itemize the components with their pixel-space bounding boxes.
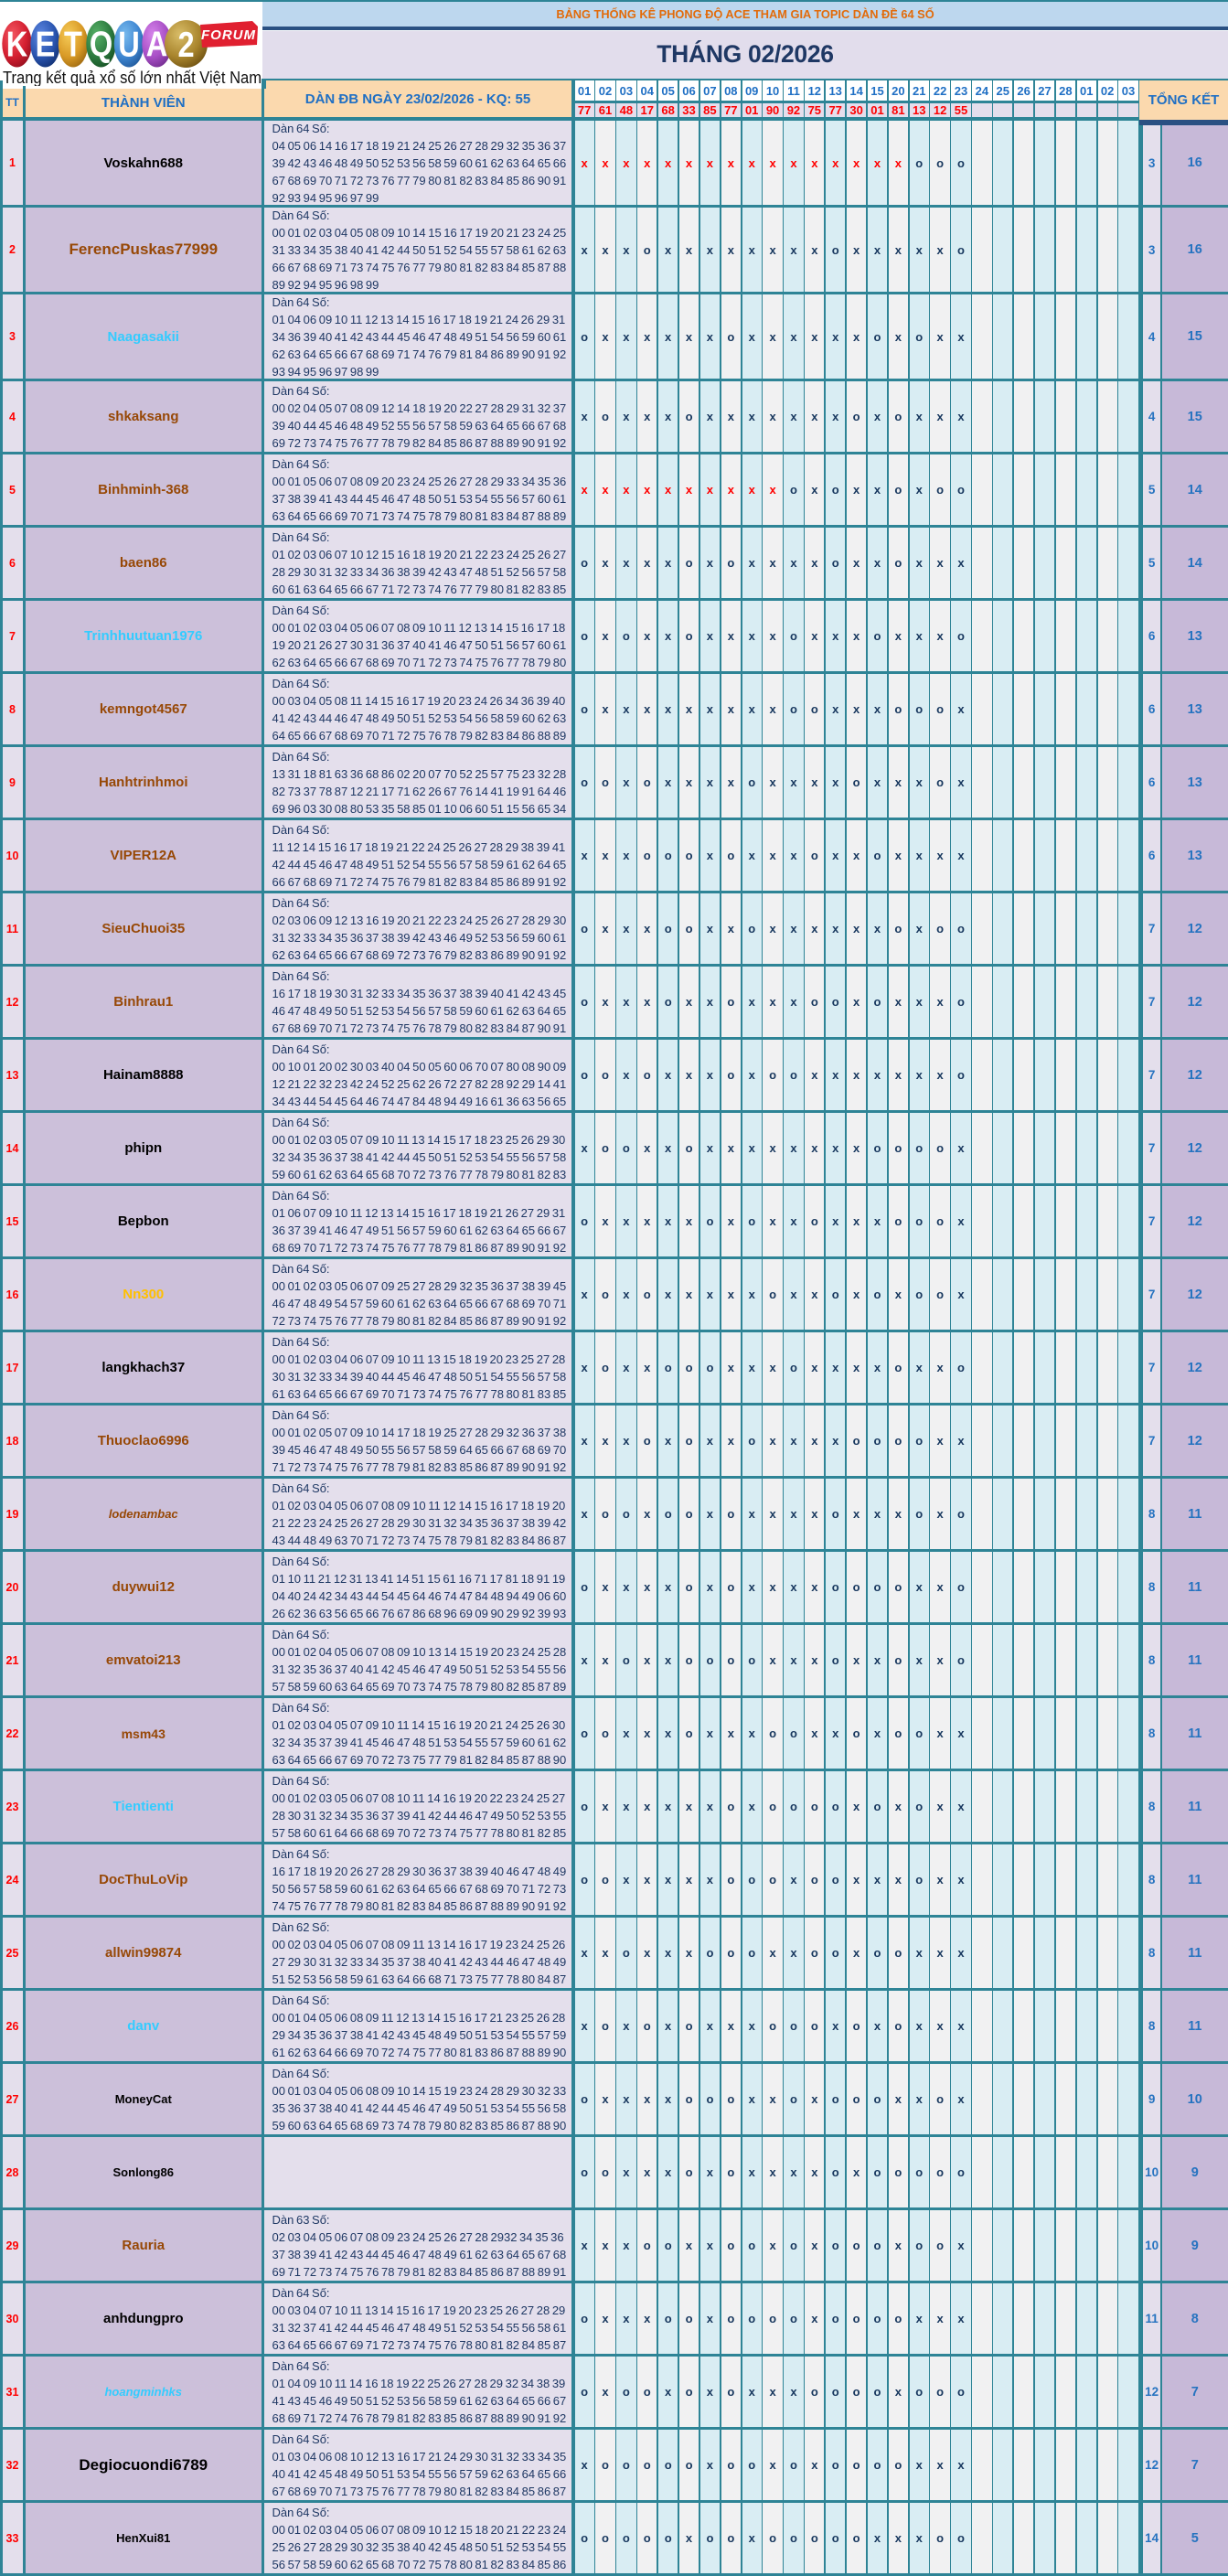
svg-text:T: T xyxy=(64,25,82,64)
svg-text:Trang kết quả xổ số lớn nhất V: Trang kết quả xổ số lớn nhất Việt Nam xyxy=(3,69,262,86)
svg-text:A: A xyxy=(146,25,168,64)
svg-text:U: U xyxy=(118,25,140,64)
svg-text:FORUM: FORUM xyxy=(201,27,256,43)
svg-text:2: 2 xyxy=(177,25,194,64)
svg-text:E: E xyxy=(36,25,56,64)
svg-text:Q: Q xyxy=(90,25,112,64)
svg-text:K: K xyxy=(6,25,28,64)
